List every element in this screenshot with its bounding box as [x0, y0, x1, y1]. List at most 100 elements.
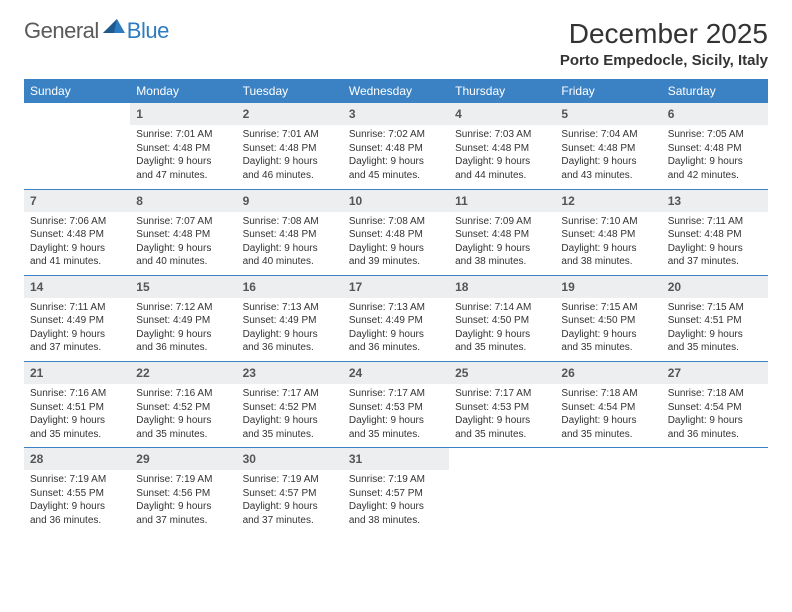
- daylight-line: Daylight: 9 hours and 36 minutes.: [243, 328, 337, 355]
- sunrise-line: Sunrise: 7:12 AM: [136, 301, 230, 315]
- logo-triangle-icon: [103, 19, 125, 38]
- sunrise-line: Sunrise: 7:11 AM: [668, 215, 762, 229]
- calendar-cell: 1Sunrise: 7:01 AMSunset: 4:48 PMDaylight…: [130, 103, 236, 189]
- sunrise-line: Sunrise: 7:19 AM: [349, 473, 443, 487]
- calendar-row: 7Sunrise: 7:06 AMSunset: 4:48 PMDaylight…: [24, 189, 768, 275]
- daylight-line: Daylight: 9 hours and 41 minutes.: [30, 242, 124, 269]
- calendar-row: 14Sunrise: 7:11 AMSunset: 4:49 PMDayligh…: [24, 275, 768, 361]
- calendar-cell: 28Sunrise: 7:19 AMSunset: 4:55 PMDayligh…: [24, 448, 130, 534]
- calendar-head: SundayMondayTuesdayWednesdayThursdayFrid…: [24, 79, 768, 103]
- day-body: Sunrise: 7:09 AMSunset: 4:48 PMDaylight:…: [449, 212, 555, 275]
- day-number: 23: [237, 362, 343, 384]
- day-number: 22: [130, 362, 236, 384]
- sunset-line: Sunset: 4:48 PM: [30, 228, 124, 242]
- calendar-cell: 17Sunrise: 7:13 AMSunset: 4:49 PMDayligh…: [343, 275, 449, 361]
- calendar-cell: 31Sunrise: 7:19 AMSunset: 4:57 PMDayligh…: [343, 448, 449, 534]
- day-body: Sunrise: 7:03 AMSunset: 4:48 PMDaylight:…: [449, 125, 555, 188]
- day-body: Sunrise: 7:16 AMSunset: 4:51 PMDaylight:…: [24, 384, 130, 447]
- calendar-cell: 7Sunrise: 7:06 AMSunset: 4:48 PMDaylight…: [24, 189, 130, 275]
- calendar-cell: 4Sunrise: 7:03 AMSunset: 4:48 PMDaylight…: [449, 103, 555, 189]
- calendar-cell: 22Sunrise: 7:16 AMSunset: 4:52 PMDayligh…: [130, 361, 236, 447]
- day-body: Sunrise: 7:10 AMSunset: 4:48 PMDaylight:…: [555, 212, 661, 275]
- calendar-table: SundayMondayTuesdayWednesdayThursdayFrid…: [24, 79, 768, 534]
- day-body: Sunrise: 7:07 AMSunset: 4:48 PMDaylight:…: [130, 212, 236, 275]
- sunset-line: Sunset: 4:50 PM: [455, 314, 549, 328]
- logo: General Blue: [24, 18, 169, 44]
- day-number: 13: [662, 190, 768, 212]
- sunset-line: Sunset: 4:48 PM: [349, 142, 443, 156]
- daylight-line: Daylight: 9 hours and 35 minutes.: [561, 414, 655, 441]
- day-body: Sunrise: 7:11 AMSunset: 4:48 PMDaylight:…: [662, 212, 768, 275]
- calendar-cell: 19Sunrise: 7:15 AMSunset: 4:50 PMDayligh…: [555, 275, 661, 361]
- day-number: 10: [343, 190, 449, 212]
- sunset-line: Sunset: 4:48 PM: [136, 142, 230, 156]
- day-body: Sunrise: 7:06 AMSunset: 4:48 PMDaylight:…: [24, 212, 130, 275]
- day-number: 3: [343, 103, 449, 125]
- sunrise-line: Sunrise: 7:07 AM: [136, 215, 230, 229]
- calendar-cell: 24Sunrise: 7:17 AMSunset: 4:53 PMDayligh…: [343, 361, 449, 447]
- calendar-cell: 30Sunrise: 7:19 AMSunset: 4:57 PMDayligh…: [237, 448, 343, 534]
- daylight-line: Daylight: 9 hours and 40 minutes.: [136, 242, 230, 269]
- sunset-line: Sunset: 4:50 PM: [561, 314, 655, 328]
- day-number: 17: [343, 276, 449, 298]
- sunset-line: Sunset: 4:48 PM: [668, 142, 762, 156]
- day-number: 15: [130, 276, 236, 298]
- calendar-cell: 6Sunrise: 7:05 AMSunset: 4:48 PMDaylight…: [662, 103, 768, 189]
- sunrise-line: Sunrise: 7:06 AM: [30, 215, 124, 229]
- day-body: Sunrise: 7:19 AMSunset: 4:55 PMDaylight:…: [24, 470, 130, 533]
- day-number: 7: [24, 190, 130, 212]
- day-body: Sunrise: 7:19 AMSunset: 4:57 PMDaylight:…: [237, 470, 343, 533]
- sunrise-line: Sunrise: 7:16 AM: [30, 387, 124, 401]
- daylight-line: Daylight: 9 hours and 35 minutes.: [243, 414, 337, 441]
- calendar-cell: [24, 103, 130, 189]
- calendar-cell: 18Sunrise: 7:14 AMSunset: 4:50 PMDayligh…: [449, 275, 555, 361]
- day-body: Sunrise: 7:15 AMSunset: 4:51 PMDaylight:…: [662, 298, 768, 361]
- calendar-cell: 12Sunrise: 7:10 AMSunset: 4:48 PMDayligh…: [555, 189, 661, 275]
- calendar-body: 1Sunrise: 7:01 AMSunset: 4:48 PMDaylight…: [24, 103, 768, 534]
- weekday-header: Wednesday: [343, 79, 449, 103]
- daylight-line: Daylight: 9 hours and 35 minutes.: [136, 414, 230, 441]
- sunset-line: Sunset: 4:49 PM: [30, 314, 124, 328]
- daylight-line: Daylight: 9 hours and 42 minutes.: [668, 155, 762, 182]
- page-header: General Blue December 2025 Porto Empedoc…: [24, 18, 768, 69]
- calendar-cell: 10Sunrise: 7:08 AMSunset: 4:48 PMDayligh…: [343, 189, 449, 275]
- sunset-line: Sunset: 4:48 PM: [136, 228, 230, 242]
- day-body: Sunrise: 7:18 AMSunset: 4:54 PMDaylight:…: [555, 384, 661, 447]
- daylight-line: Daylight: 9 hours and 38 minutes.: [455, 242, 549, 269]
- day-body: Sunrise: 7:04 AMSunset: 4:48 PMDaylight:…: [555, 125, 661, 188]
- day-number: 5: [555, 103, 661, 125]
- sunset-line: Sunset: 4:48 PM: [668, 228, 762, 242]
- day-number: 20: [662, 276, 768, 298]
- sunset-line: Sunset: 4:57 PM: [243, 487, 337, 501]
- day-number: 28: [24, 448, 130, 470]
- sunrise-line: Sunrise: 7:10 AM: [561, 215, 655, 229]
- calendar-cell: 5Sunrise: 7:04 AMSunset: 4:48 PMDaylight…: [555, 103, 661, 189]
- day-number: 1: [130, 103, 236, 125]
- daylight-line: Daylight: 9 hours and 43 minutes.: [561, 155, 655, 182]
- sunset-line: Sunset: 4:56 PM: [136, 487, 230, 501]
- day-body: Sunrise: 7:13 AMSunset: 4:49 PMDaylight:…: [343, 298, 449, 361]
- day-body: Sunrise: 7:01 AMSunset: 4:48 PMDaylight:…: [130, 125, 236, 188]
- calendar-cell: 14Sunrise: 7:11 AMSunset: 4:49 PMDayligh…: [24, 275, 130, 361]
- logo-text-blue: Blue: [127, 18, 169, 44]
- day-number: 12: [555, 190, 661, 212]
- day-number: 26: [555, 362, 661, 384]
- calendar-cell: 11Sunrise: 7:09 AMSunset: 4:48 PMDayligh…: [449, 189, 555, 275]
- sunrise-line: Sunrise: 7:01 AM: [243, 128, 337, 142]
- day-body: Sunrise: 7:01 AMSunset: 4:48 PMDaylight:…: [237, 125, 343, 188]
- sunset-line: Sunset: 4:49 PM: [349, 314, 443, 328]
- daylight-line: Daylight: 9 hours and 35 minutes.: [561, 328, 655, 355]
- day-body: Sunrise: 7:13 AMSunset: 4:49 PMDaylight:…: [237, 298, 343, 361]
- sunrise-line: Sunrise: 7:03 AM: [455, 128, 549, 142]
- day-number: 14: [24, 276, 130, 298]
- sunset-line: Sunset: 4:54 PM: [561, 401, 655, 415]
- sunset-line: Sunset: 4:48 PM: [455, 142, 549, 156]
- sunrise-line: Sunrise: 7:05 AM: [668, 128, 762, 142]
- sunrise-line: Sunrise: 7:18 AM: [668, 387, 762, 401]
- sunrise-line: Sunrise: 7:17 AM: [349, 387, 443, 401]
- sunset-line: Sunset: 4:49 PM: [243, 314, 337, 328]
- sunset-line: Sunset: 4:51 PM: [668, 314, 762, 328]
- day-number: 29: [130, 448, 236, 470]
- calendar-cell: 9Sunrise: 7:08 AMSunset: 4:48 PMDaylight…: [237, 189, 343, 275]
- sunset-line: Sunset: 4:54 PM: [668, 401, 762, 415]
